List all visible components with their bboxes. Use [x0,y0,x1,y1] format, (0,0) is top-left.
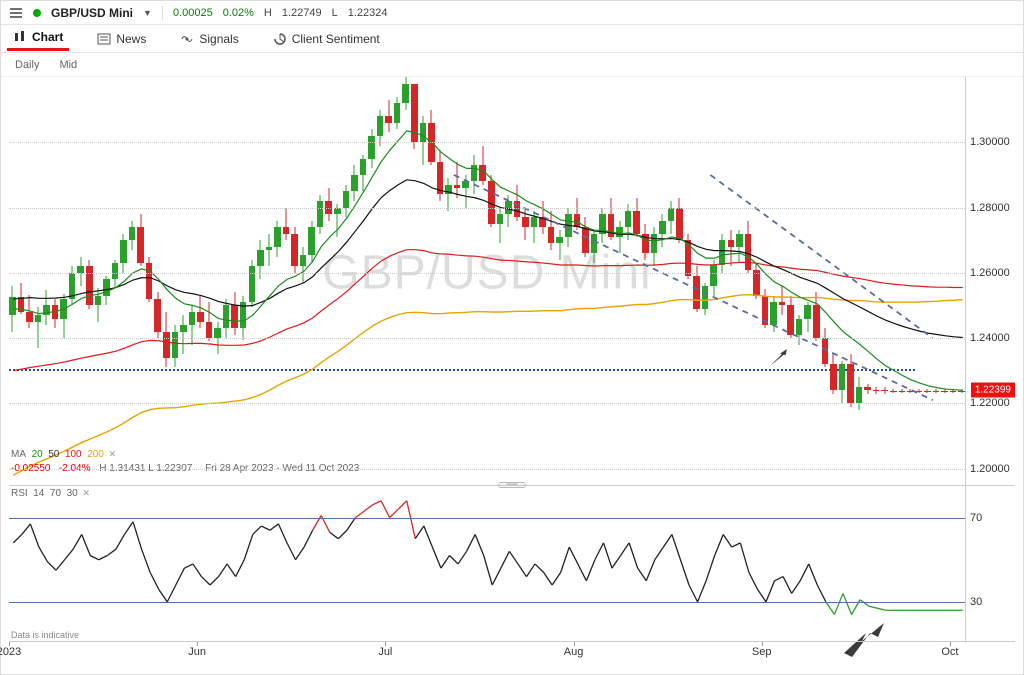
chart-layout: GBP/USD Mini [1,77,1023,674]
price-change-abs: 0.00025 [173,7,213,19]
tab-chart[interactable]: Chart [7,26,69,51]
menu-icon[interactable] [9,6,23,20]
low-value: 1.22324 [348,7,388,19]
price-y-axis[interactable]: 1.20000 1.22000 1.24000 1.26000 1.28000 1.300… [965,77,1015,485]
ma-legend-title: MA [11,449,26,460]
sentiment-icon [273,32,287,46]
time-tick-label: Oct [941,646,958,658]
price-plot-area[interactable]: GBP/USD Mini [9,77,965,485]
rsi-plot-area[interactable] [9,486,965,643]
tab-bar: Chart News Signals Client Sentiment [1,25,1023,53]
tab-signals[interactable]: Signals [174,28,244,50]
low-label: L [332,7,338,19]
y-tick-label: 1.22000 [970,397,1010,409]
timeframe-mid[interactable]: Mid [59,59,77,71]
last-price-tag: 1.22399 [971,383,1015,398]
header-divider [162,6,163,20]
y-tick-label: 1.30000 [970,136,1010,148]
data-disclaimer: Data is indicative [11,630,79,640]
y-tick-label: 1.26000 [970,267,1010,279]
time-tick-label: Jun [188,646,206,658]
high-label: H [264,7,272,19]
tab-sentiment[interactable]: Client Sentiment [267,28,386,50]
ma-legend: MA 20 50 100 200 ✕ [11,449,116,460]
ma-close-icon[interactable]: ✕ [109,449,117,459]
rsi-level-label: 30 [970,596,982,608]
ma-period-20: 20 [32,449,43,460]
timeframe-daily[interactable]: Daily [15,59,39,71]
annotation-arrow [769,348,791,375]
symbol-dropdown-icon[interactable]: ▼ [143,8,152,18]
y-tick-label: 1.28000 [970,202,1010,214]
tab-news[interactable]: News [91,28,152,50]
high-value: 1.22749 [282,7,322,19]
rsi-y-axis[interactable]: 70 30 [965,486,1015,643]
ma-period-100: 100 [65,449,82,460]
time-tick-label: Aug [564,646,584,658]
time-tick-label: Sep [752,646,772,658]
symbol-name[interactable]: GBP/USD Mini [51,6,133,20]
y-tick-label: 1.24000 [970,332,1010,344]
header-bar: GBP/USD Mini ▼ 0.00025 0.02% H 1.22749 L… [1,1,1023,25]
tab-sentiment-label: Client Sentiment [292,32,380,46]
tab-signals-label: Signals [199,32,238,46]
rsi-chart[interactable]: RSI 14 70 30 ✕ 7030 Data is indicative [9,485,1015,643]
time-axis[interactable]: 2023JunJulAugSepOct [9,641,1015,674]
status-indicator [33,9,41,17]
time-tick-label: Jul [378,646,392,658]
price-chart[interactable]: GBP/USD Mini [9,77,1015,485]
tab-chart-label: Chart [32,30,63,44]
ma-period-50: 50 [48,449,59,460]
time-tick-label: 2023 [0,646,21,658]
news-icon [97,32,111,46]
rsi-level-label: 70 [970,512,982,524]
timeframe-row: Daily Mid [1,53,1023,77]
candlestick-icon [13,30,27,44]
trading-chart-window: GBP/USD Mini ▼ 0.00025 0.02% H 1.22749 L… [0,0,1024,675]
tab-news-label: News [116,32,146,46]
y-tick-label: 1.20000 [970,463,1010,475]
signals-icon [180,32,194,46]
ma-period-200: 200 [87,449,104,460]
price-change-pct: 0.02% [223,7,254,19]
